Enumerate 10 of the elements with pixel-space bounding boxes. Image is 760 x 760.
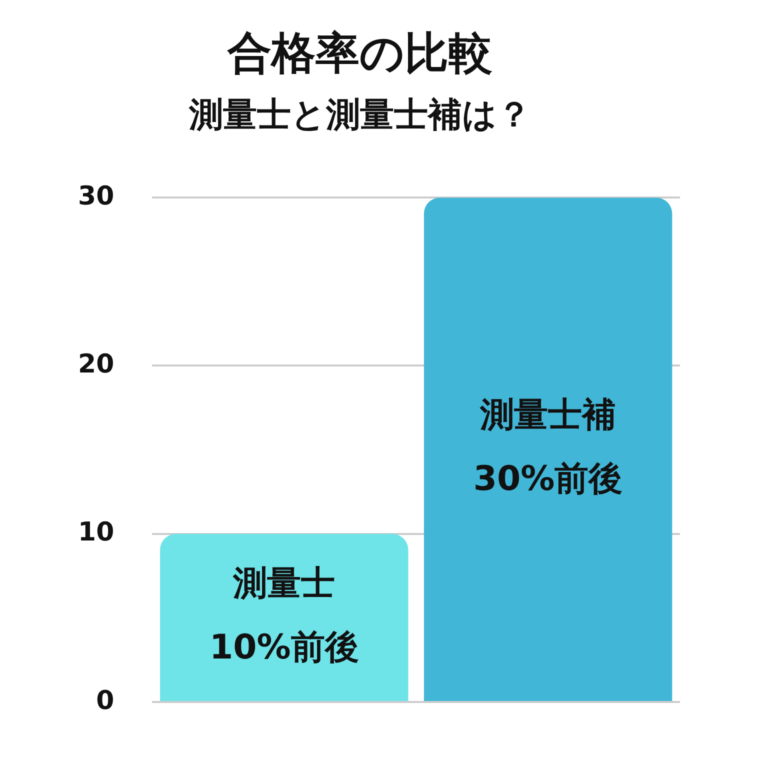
- data-label: 30%前後: [473, 459, 623, 500]
- x-tick-label: 測量士補: [479, 395, 616, 436]
- y-tick-label: 0: [96, 686, 114, 716]
- y-tick-label: 30: [78, 181, 114, 212]
- y-tick-label: 20: [78, 349, 114, 380]
- x-tick-label: 測量士: [232, 563, 336, 604]
- data-label: 10%前後: [209, 627, 359, 668]
- y-tick-label: 10: [78, 518, 114, 548]
- chart-title: 合格率の比較: [226, 28, 492, 79]
- chart-subtitle: 測量士と測量士補は？: [188, 95, 531, 136]
